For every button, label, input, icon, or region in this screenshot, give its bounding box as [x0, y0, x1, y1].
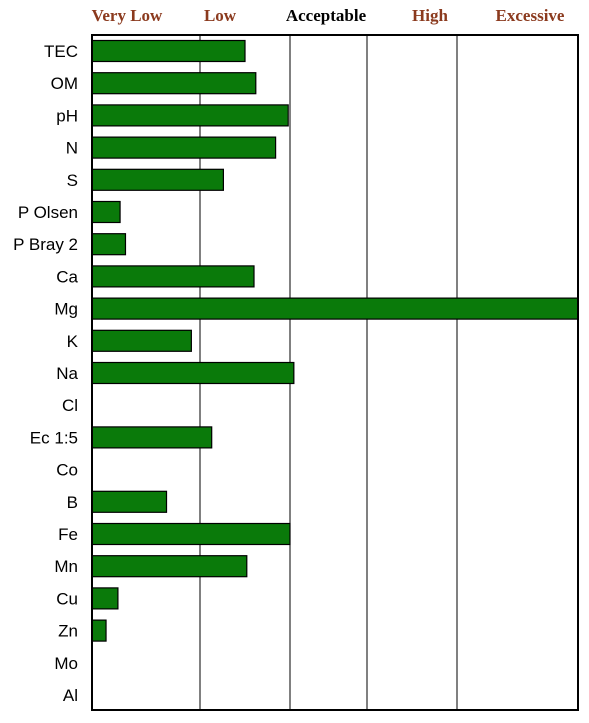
category-label-ph: pH — [56, 106, 78, 125]
bar-p-bray-2 — [91, 233, 127, 256]
bar-tec — [91, 39, 246, 63]
category-label-fe: Fe — [58, 525, 78, 544]
bars — [91, 39, 579, 642]
bar-mn — [91, 555, 248, 578]
zone-label-low: Low — [204, 6, 237, 25]
bar-b — [91, 490, 168, 513]
bar-s — [91, 168, 224, 191]
plot-frame — [91, 34, 579, 711]
category-label-zn: Zn — [58, 622, 78, 641]
category-label-cu: Cu — [56, 589, 78, 608]
category-labels: TEC OM pH NS P Olsen P Bray 2 Ca Mg K Na Cl Ec 1:5 C… — [13, 42, 79, 705]
bar-na — [91, 361, 295, 385]
zone-label-excessive: Excessive — [496, 6, 565, 25]
category-label-mo: Mo — [54, 654, 78, 673]
bar-k — [91, 329, 192, 352]
bar-ca — [91, 265, 255, 288]
bar-zn — [91, 619, 107, 642]
bar-cu — [91, 587, 119, 610]
category-label-n: N — [66, 139, 78, 158]
category-label-cl: Cl — [62, 396, 78, 415]
category-label-b: B — [67, 493, 78, 512]
category-label-co: Co — [56, 461, 78, 480]
category-label-na: Na — [56, 364, 78, 383]
zone-label-very-low: Very Low — [92, 6, 163, 25]
bar-n — [91, 136, 277, 159]
category-label-mg: Mg — [54, 300, 78, 319]
category-label-tec: TEC — [44, 42, 78, 61]
category-label-p-olsen: P Olsen — [18, 203, 78, 222]
zone-label-high: High — [412, 6, 448, 25]
category-label-mn: Mn — [54, 557, 78, 576]
bar-ec-1-5 — [91, 426, 213, 449]
zone-label-acceptable: Acceptable — [286, 6, 367, 25]
category-label-om: OM — [51, 74, 78, 93]
bar-p-olsen — [91, 200, 121, 224]
zone-labels: Very Low Low Acceptable High Excessive — [92, 6, 565, 25]
category-label-ca: Ca — [56, 267, 78, 286]
category-label-k: K — [67, 332, 79, 351]
bar-mg — [91, 297, 579, 320]
category-label-ec-1-5: Ec 1:5 — [30, 428, 78, 447]
category-label-s: S — [67, 171, 78, 190]
category-label-p-bray-2: P Bray 2 — [13, 235, 78, 254]
bar-om — [91, 72, 257, 95]
bar-fe — [91, 522, 291, 546]
category-label-al: Al — [63, 686, 78, 705]
bar-ph — [91, 104, 289, 127]
